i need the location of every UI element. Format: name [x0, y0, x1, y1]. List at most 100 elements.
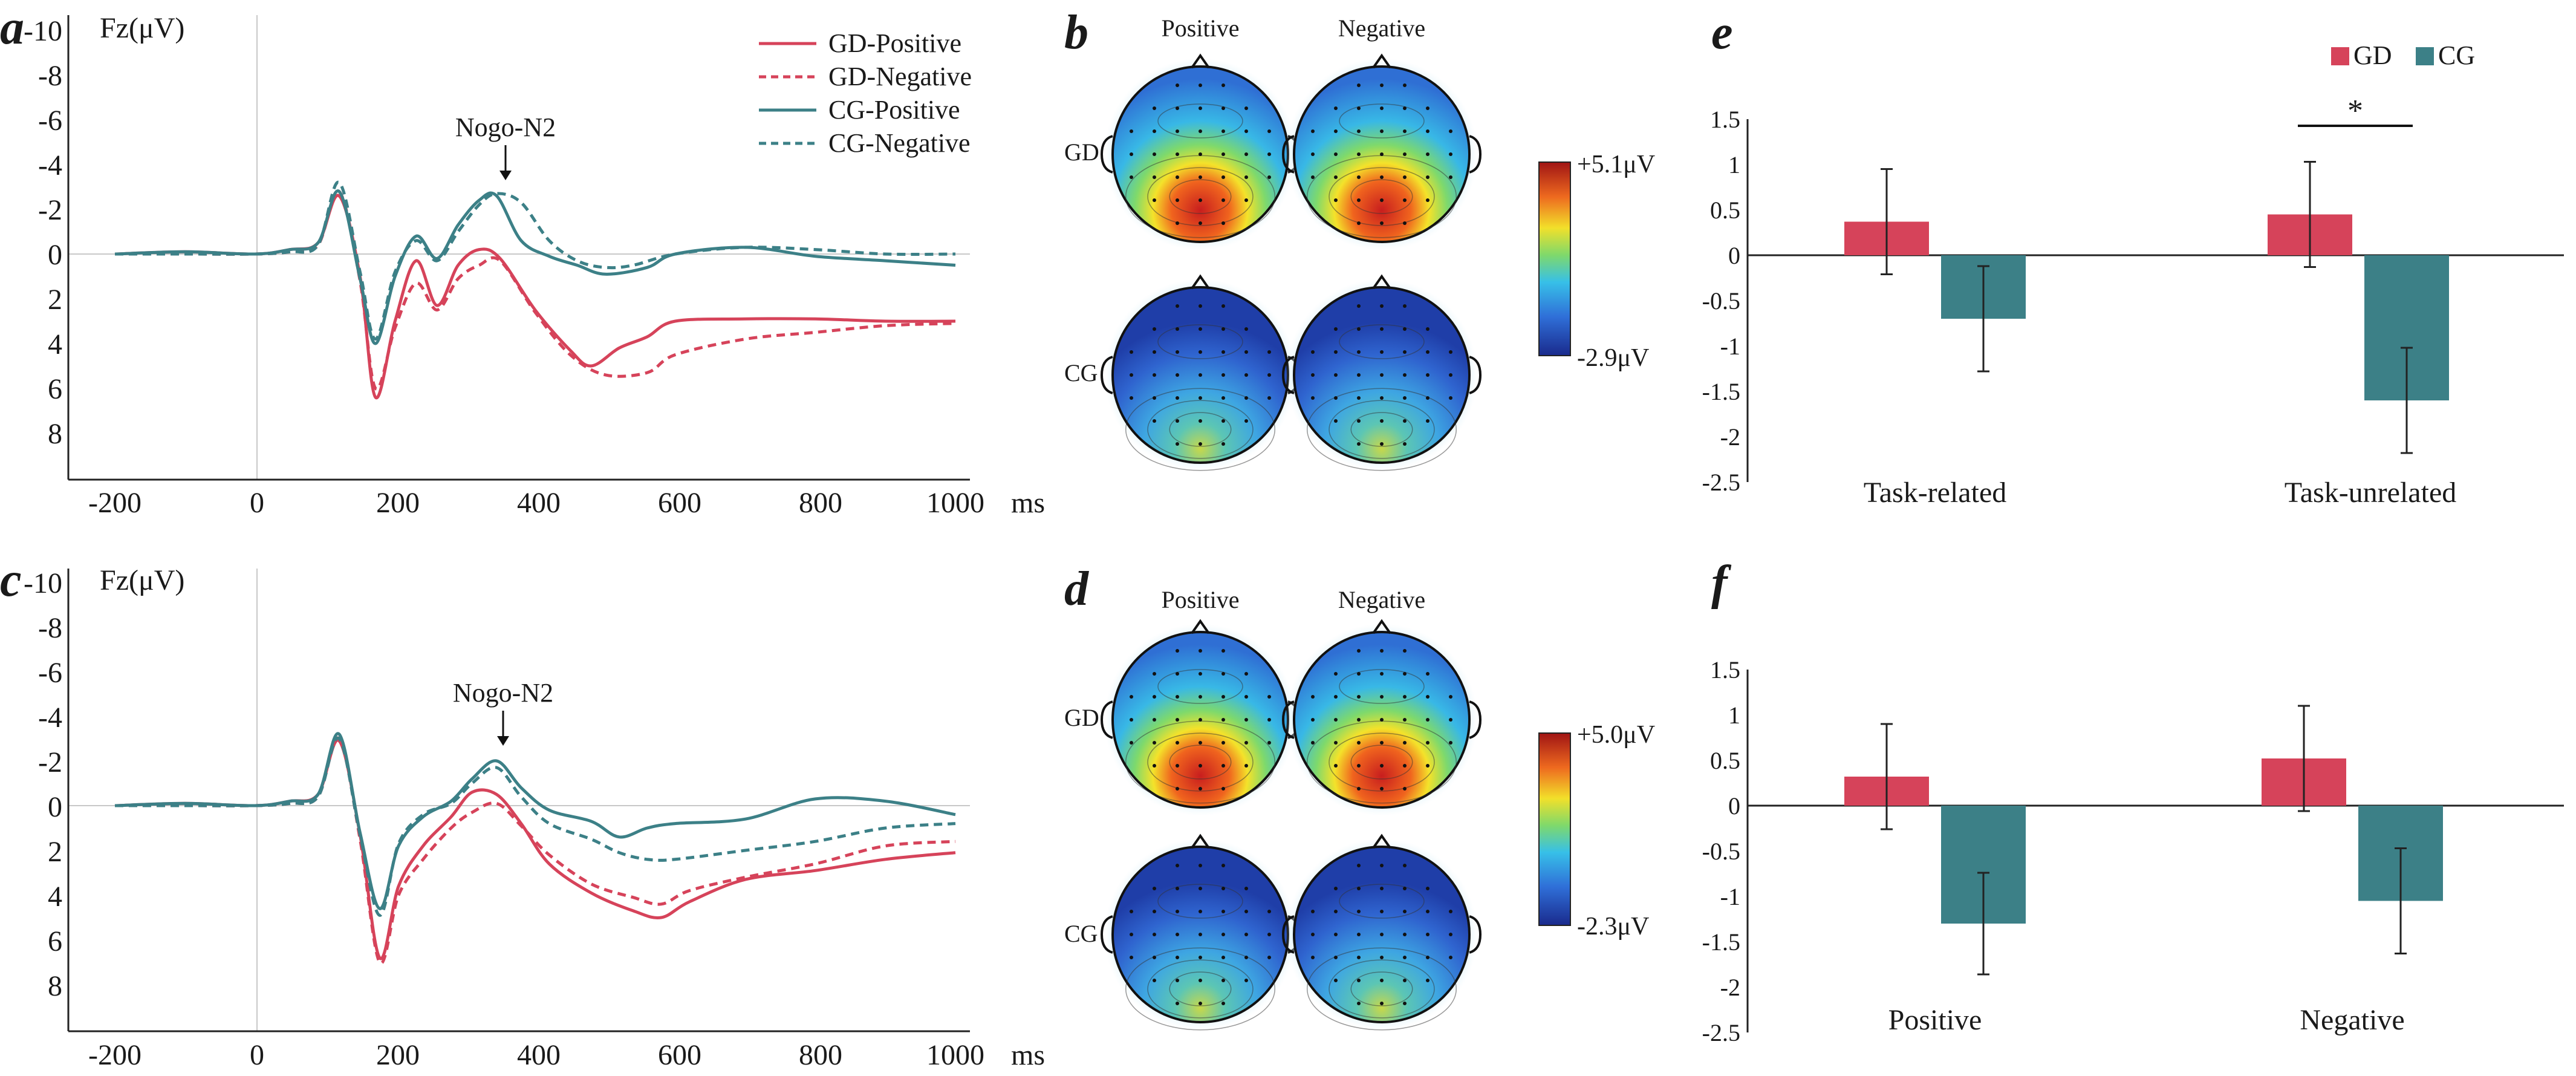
electrode-dot	[1199, 672, 1202, 676]
electrode-dot	[1221, 764, 1225, 768]
electrode-dot	[1221, 741, 1225, 745]
electrode-dot	[1403, 175, 1407, 179]
electrode-dot	[1357, 933, 1361, 936]
x-tick-label: 400	[517, 1039, 561, 1071]
y-tick-label: -1.5	[1702, 378, 1740, 405]
y-tick-label: -2.5	[1702, 469, 1740, 496]
electrode-dot	[1380, 672, 1384, 676]
electrode-dot	[1426, 106, 1429, 110]
electrode-dot	[1380, 396, 1384, 400]
electrode-dot	[1199, 741, 1202, 745]
electrode-dot	[1176, 718, 1179, 722]
electrode-dot	[1153, 198, 1156, 202]
electrode-dot	[1380, 198, 1384, 202]
colorbar-d	[1538, 732, 1571, 926]
electrode-dot	[1267, 956, 1271, 959]
panel-label-a: a	[0, 1, 24, 54]
y-tick-label: -1	[1720, 883, 1740, 910]
electrode-dot	[1426, 672, 1429, 676]
topomap-cg-negative	[1281, 833, 1482, 1031]
electrode-dot	[1426, 887, 1429, 890]
electrode-dot	[1380, 718, 1384, 722]
electrode-dot	[1199, 396, 1202, 400]
electrode-dot	[1176, 695, 1179, 699]
electrode-dot	[1176, 106, 1179, 110]
electrode-dot	[1199, 695, 1202, 699]
electrode-dot	[1176, 83, 1179, 87]
electrode-dot	[1199, 910, 1202, 913]
electrode-dot	[1357, 672, 1361, 676]
y-tick-label: -0.5	[1702, 287, 1740, 315]
y-tick-label: 0	[1728, 792, 1740, 820]
electrode-dot	[1199, 152, 1202, 156]
electrode-dot	[1334, 419, 1338, 423]
electrode-dot	[1357, 695, 1361, 699]
colorbar-min-d: -2.3μV	[1577, 913, 1649, 941]
electrode-dot	[1426, 764, 1429, 768]
electrode-dot	[1380, 695, 1384, 699]
electrode-dot	[1403, 933, 1407, 936]
electrode-dot	[1130, 129, 1133, 133]
electrode-dot	[1449, 350, 1452, 354]
electrode-dot	[1449, 175, 1452, 179]
electrode-dot	[1153, 419, 1156, 423]
topomap-gd-positive	[1100, 53, 1301, 250]
electrode-dot	[1199, 979, 1202, 982]
electrode-dot	[1334, 933, 1338, 936]
electrode-dot	[1311, 396, 1315, 400]
ear-left-icon	[1281, 135, 1295, 174]
electrode-dot	[1199, 419, 1202, 423]
electrode-dot	[1176, 864, 1179, 867]
electrode-dot	[1221, 152, 1225, 156]
electrode-dot	[1311, 373, 1315, 377]
erp-line-gd-positive	[114, 194, 956, 400]
electrode-dot	[1334, 672, 1338, 676]
electrode-dot	[1357, 152, 1361, 156]
panel-label-e: e	[1711, 6, 1733, 59]
electrode-dot	[1130, 956, 1133, 959]
electrode-dot	[1199, 1002, 1202, 1005]
erp-line-cg-positive	[114, 189, 956, 345]
electrode-dot	[1357, 419, 1361, 423]
electrode-dot	[1357, 175, 1361, 179]
x-tick-label: 0	[250, 1039, 264, 1071]
ear-left-icon	[1281, 700, 1295, 739]
electrode-dot	[1153, 695, 1156, 699]
electrode-dot	[1334, 956, 1338, 959]
topo-contour	[1350, 412, 1413, 447]
electrode-dot	[1334, 718, 1338, 722]
electrode-dot	[1449, 396, 1452, 400]
electrode-dot	[1153, 129, 1156, 133]
x-tick-label: 1000	[926, 1039, 984, 1071]
electrode-dot	[1199, 198, 1202, 202]
electrode-dot	[1130, 910, 1133, 913]
electrode-dot	[1244, 152, 1248, 156]
electrode-dot	[1403, 198, 1407, 202]
electrode-dot	[1357, 442, 1361, 446]
topo-contour	[1350, 745, 1413, 780]
x-unit-label: ms	[1011, 1039, 1045, 1071]
topo-contour	[1339, 103, 1425, 139]
y-tick-label: -6	[38, 657, 62, 689]
topo-contour	[1147, 167, 1254, 226]
electrode-dot	[1221, 864, 1225, 867]
electrode-dot	[1130, 933, 1133, 936]
electrode-dot	[1380, 933, 1384, 936]
electrode-dot	[1221, 672, 1225, 676]
electrode-dot	[1403, 419, 1407, 423]
nose-icon	[1372, 53, 1391, 69]
electrode-dot	[1357, 304, 1361, 308]
topomap-gd-negative	[1281, 53, 1482, 250]
legend-label: CG	[2438, 41, 2475, 70]
electrode-dot	[1426, 373, 1429, 377]
electrode-dot	[1426, 419, 1429, 423]
electrode-dot	[1153, 933, 1156, 936]
electrode-dot	[1267, 350, 1271, 354]
nose-icon	[1372, 274, 1391, 290]
electrode-dot	[1267, 373, 1271, 377]
y-tick-label: -10	[24, 567, 62, 599]
electrode-dot	[1176, 1002, 1179, 1005]
electrode-dot	[1403, 764, 1407, 768]
electrode-dot	[1199, 175, 1202, 179]
electrode-dot	[1244, 979, 1248, 982]
